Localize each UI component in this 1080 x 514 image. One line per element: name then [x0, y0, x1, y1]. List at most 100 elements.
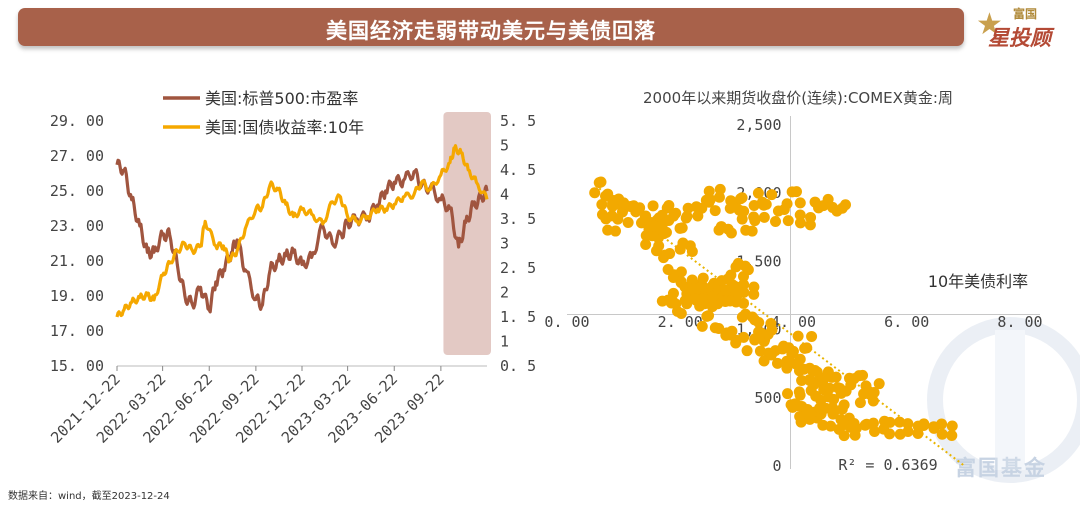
- scatter-point: [709, 205, 721, 217]
- scatter-point: [755, 327, 767, 339]
- scatter-point: [765, 349, 777, 361]
- scatter-point: [736, 213, 748, 225]
- scatter-point: [765, 318, 777, 330]
- scatter-point: [894, 416, 906, 428]
- scatter-point: [782, 388, 794, 400]
- scatter-point: [713, 224, 725, 236]
- scatter-point: [792, 330, 804, 342]
- treasury-10y-line: [115, 144, 489, 318]
- scatter-point: [682, 202, 694, 214]
- scatter-point: [722, 223, 734, 235]
- scatter-point: [679, 295, 691, 307]
- scatter-x-tick-label: 2. 00: [658, 313, 703, 331]
- scatter-point: [758, 199, 770, 211]
- scatter-point: [658, 228, 670, 240]
- scatter-point: [946, 420, 958, 432]
- scatter-point: [825, 420, 837, 432]
- scatter-point: [730, 296, 742, 308]
- scatter-point: [838, 430, 850, 442]
- scatter-point: [838, 399, 850, 411]
- scatter-y-tick-label: 500: [754, 389, 781, 407]
- scatter-point: [867, 417, 879, 429]
- scatter-point: [758, 355, 770, 367]
- scatter-point: [794, 217, 806, 229]
- scatter-point: [736, 311, 748, 323]
- scatter-point: [730, 337, 742, 349]
- watermark-emblem: [927, 317, 1080, 483]
- scatter-point: [618, 197, 630, 209]
- scatter-point: [686, 274, 698, 286]
- scatter-point: [748, 281, 760, 293]
- y-right-tick-label: 3. 5: [500, 210, 536, 228]
- scatter-point: [794, 410, 806, 422]
- scatter-point: [752, 187, 764, 199]
- scatter-point: [663, 199, 675, 211]
- scatter-point: [596, 209, 608, 221]
- scatter-point: [902, 426, 914, 438]
- watermark-text: 富国基金: [955, 452, 1047, 482]
- scatter-point: [706, 301, 718, 313]
- scatter-point: [662, 263, 674, 275]
- scatter-point: [600, 190, 612, 202]
- scatter-point: [650, 245, 662, 257]
- scatter-point: [848, 417, 860, 429]
- scatter-point: [738, 286, 750, 298]
- scatter-point: [741, 345, 753, 357]
- scatter-point: [796, 374, 808, 386]
- scatter-point: [740, 224, 752, 236]
- scatter-point: [713, 322, 725, 334]
- scatter-point: [748, 199, 760, 211]
- scatter-point: [873, 378, 885, 390]
- scatter-point: [884, 416, 896, 428]
- scatter-x-tick-label: 0. 00: [544, 313, 589, 331]
- scatter-point: [772, 357, 784, 369]
- scatter-point: [596, 198, 608, 210]
- scatter-point: [720, 284, 732, 296]
- scatter-point: [719, 296, 731, 308]
- scatter-point: [839, 419, 851, 431]
- brand-top-text: 富国: [1013, 7, 1038, 21]
- scatter-point: [606, 200, 618, 212]
- scatter-point: [701, 310, 713, 322]
- scatter-point: [589, 187, 601, 199]
- scatter-point: [647, 200, 659, 212]
- scatter-x-label: 10年美债利率: [928, 272, 1028, 291]
- scatter-point: [918, 418, 930, 430]
- legend-label-treasury: 美国:国债收益率:10年: [205, 118, 364, 137]
- y-right-tick-label: 4. 5: [500, 161, 536, 179]
- scatter-point: [803, 374, 815, 386]
- brand-main-text: 星投顾: [988, 26, 1051, 50]
- y-right-tick-label: 1: [500, 333, 509, 351]
- scatter-point: [725, 269, 737, 281]
- scatter-point: [730, 261, 742, 273]
- scatter-point: [794, 197, 806, 209]
- scatter-point: [646, 230, 658, 242]
- scatter-point: [809, 196, 821, 208]
- scatter-point: [884, 428, 896, 440]
- scatter-point: [840, 385, 852, 397]
- scatter-point: [824, 382, 836, 394]
- scatter-point: [782, 215, 794, 227]
- scatter-point: [697, 272, 709, 284]
- scatter-chart: 2000年以来期货收盘价(连续):COMEX黄金:周 0. 00 2. 00 4. 0…: [544, 89, 1042, 475]
- scatter-point: [609, 225, 621, 237]
- y-left-tick-label: 25. 00: [50, 182, 104, 200]
- scatter-point: [806, 330, 818, 342]
- scatter-point: [826, 371, 838, 383]
- y-left-tick-label: 19. 00: [50, 287, 104, 305]
- scatter-point: [739, 260, 751, 272]
- scatter-point: [793, 365, 805, 377]
- scatter-point: [787, 345, 799, 357]
- y-right-tick-label: 5: [500, 137, 509, 155]
- y-left-tick-label: 17. 00: [50, 322, 104, 340]
- scatter-point: [786, 186, 798, 198]
- scatter-point: [799, 342, 811, 354]
- scatter-point: [804, 413, 816, 425]
- y-left-tick-label: 21. 00: [50, 252, 104, 270]
- scatter-point: [831, 205, 843, 217]
- scatter-point: [640, 239, 652, 251]
- scatter-point: [787, 401, 799, 413]
- y-left-tick-label: 27. 00: [50, 147, 104, 165]
- scatter-point: [809, 364, 821, 376]
- scatter-point: [714, 183, 726, 195]
